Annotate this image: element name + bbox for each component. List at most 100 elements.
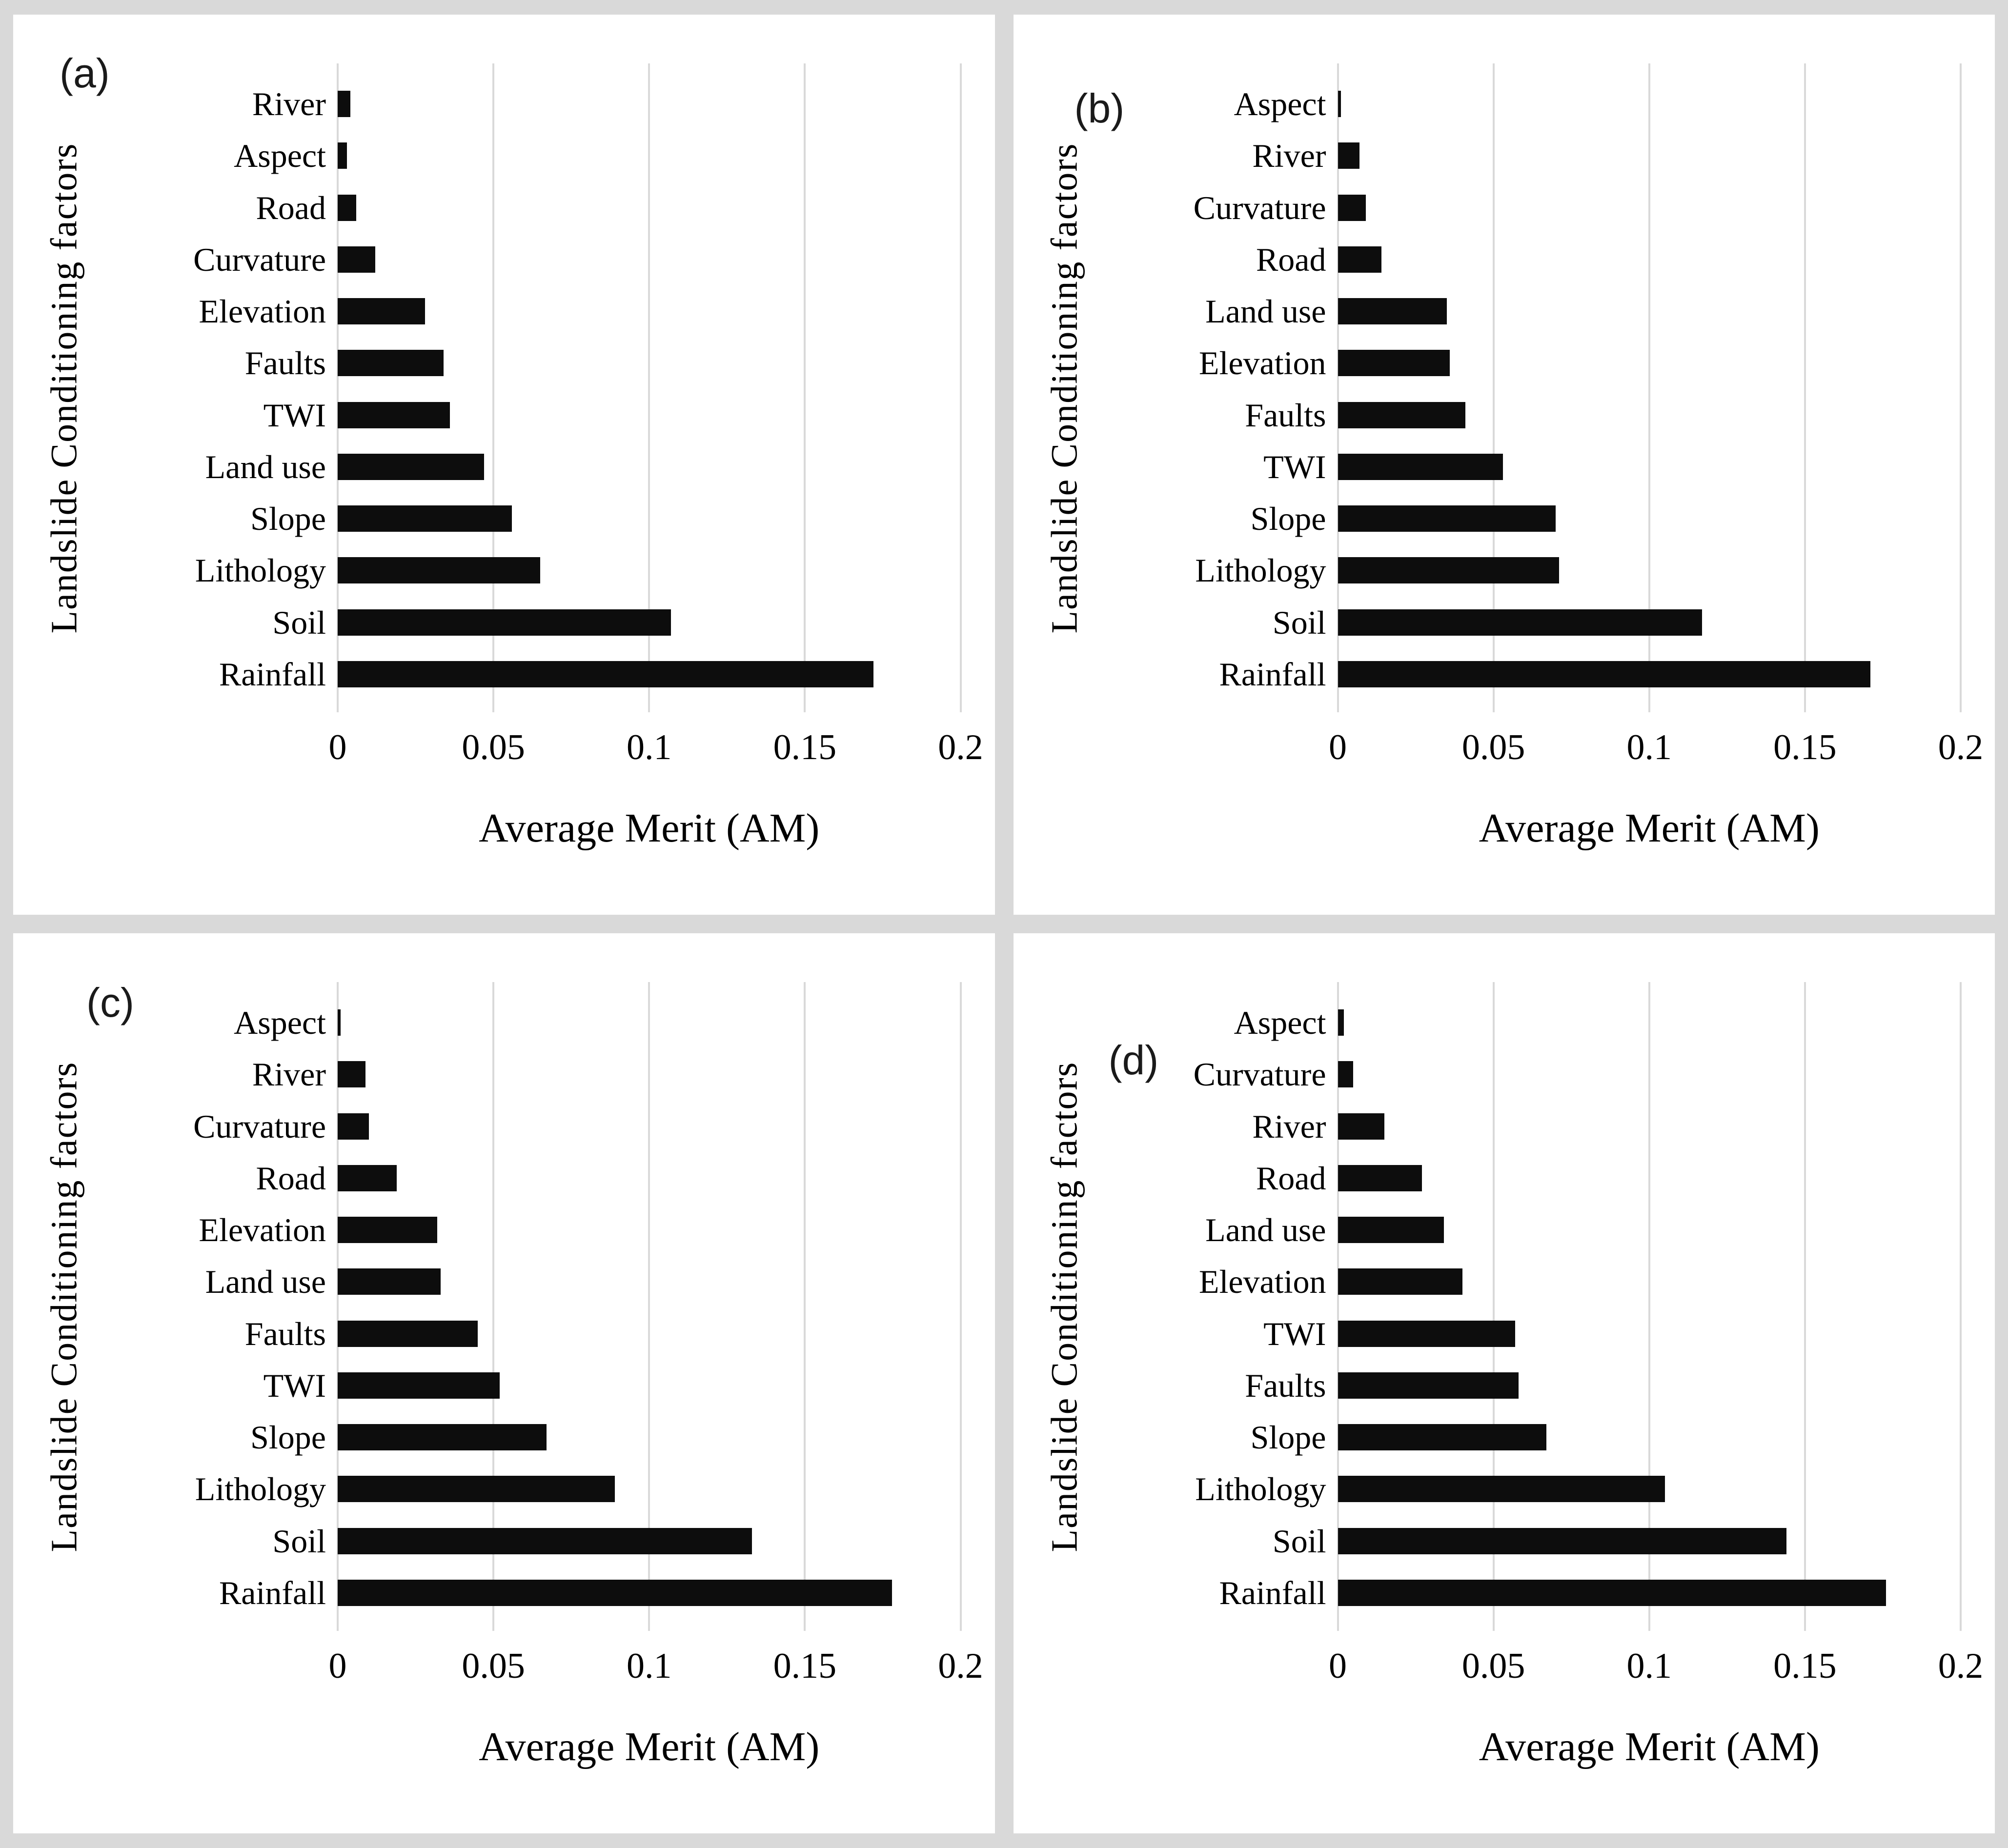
bar-row: Rainfall bbox=[13, 648, 961, 700]
bar-rows: Aspect River Curvature Road Land use Elevatio… bbox=[1014, 78, 1961, 700]
bar-track bbox=[1338, 441, 1961, 493]
category-label: River bbox=[252, 85, 326, 123]
panel-letter-c: (c) bbox=[86, 980, 134, 1025]
bar-track bbox=[1338, 1463, 1961, 1515]
bar-track bbox=[338, 130, 961, 181]
bar-lithology bbox=[1338, 1476, 1665, 1503]
bar-track bbox=[1338, 1204, 1961, 1256]
bar-track bbox=[1338, 182, 1961, 234]
x-tick-label: 0.05 bbox=[462, 727, 525, 767]
bar-curvature bbox=[1338, 194, 1366, 221]
category-label: Lithology bbox=[1195, 1470, 1326, 1508]
bar-road bbox=[1338, 246, 1381, 273]
category-label: Soil bbox=[1272, 603, 1326, 641]
bar-elevation bbox=[1338, 350, 1450, 377]
gridline bbox=[1804, 63, 1806, 712]
bar-row: Land use bbox=[13, 1256, 961, 1307]
gridline bbox=[1337, 63, 1339, 712]
category-label: Land use bbox=[1205, 1211, 1326, 1249]
plot-gridlines bbox=[1337, 63, 1962, 712]
bar-track bbox=[1338, 1101, 1961, 1152]
category-label: TWI bbox=[1263, 1315, 1326, 1352]
bar-row: Road bbox=[13, 1152, 961, 1204]
panel-letter-d: (d) bbox=[1108, 1037, 1159, 1083]
bar-track bbox=[338, 1101, 961, 1152]
category-label: Road bbox=[256, 1159, 326, 1197]
category-label: Curvature bbox=[1193, 189, 1326, 226]
plot-gridlines bbox=[337, 63, 962, 712]
category-label: Aspect bbox=[1234, 85, 1326, 123]
bar-land-use bbox=[1338, 298, 1447, 325]
bar-row: Road bbox=[13, 182, 961, 234]
bar-row: Curvature bbox=[13, 234, 961, 285]
bar-twi bbox=[338, 1372, 500, 1399]
gridline bbox=[1648, 63, 1650, 712]
gridline bbox=[1960, 63, 1962, 712]
category-label: Rainfall bbox=[219, 1574, 326, 1611]
category-label: Land use bbox=[205, 1263, 326, 1301]
bar-land-use bbox=[1338, 1217, 1444, 1244]
bar-rainfall bbox=[1338, 1579, 1886, 1606]
gridline bbox=[959, 63, 962, 712]
x-tick-label: 0.15 bbox=[1773, 727, 1837, 767]
bar-row: TWI bbox=[13, 1360, 961, 1411]
bar-track bbox=[338, 78, 961, 130]
bar-slope bbox=[1338, 1424, 1547, 1451]
bar-track bbox=[338, 997, 961, 1048]
bar-river bbox=[338, 1061, 366, 1088]
x-tick-label: 0 bbox=[1329, 1646, 1347, 1686]
x-tick-row: 0 0.05 0.1 0.15 0.2 bbox=[1329, 1646, 1983, 1697]
bar-faults bbox=[338, 1320, 478, 1347]
bar-track bbox=[1338, 1411, 1961, 1463]
panel-c: (c) Landslide Conditioning factors Aspec… bbox=[13, 933, 995, 1833]
category-label: TWI bbox=[263, 396, 326, 434]
panel-d: (d) Landslide Conditioning factors Aspec… bbox=[1013, 933, 1995, 1833]
x-tick-label: 0.1 bbox=[1626, 1646, 1672, 1686]
category-label: Lithology bbox=[195, 1470, 326, 1508]
category-label: Faults bbox=[1245, 1366, 1326, 1404]
bar-row: Rainfall bbox=[13, 1567, 961, 1619]
bar-land-use bbox=[338, 453, 484, 480]
gridline bbox=[1337, 982, 1339, 1631]
bar-row: Elevation bbox=[13, 1204, 961, 1256]
x-axis-title: Average Merit (AM) bbox=[1479, 805, 1820, 851]
category-label: Soil bbox=[272, 603, 326, 641]
category-label: River bbox=[1252, 137, 1326, 175]
bar-track bbox=[1338, 1360, 1961, 1411]
bar-slope bbox=[338, 1424, 547, 1451]
bar-row: Rainfall bbox=[1014, 648, 1961, 700]
bar-track bbox=[338, 1360, 961, 1411]
x-tick-label: 0.05 bbox=[462, 1646, 525, 1686]
bar-row: Aspect bbox=[13, 997, 961, 1048]
x-tick-label: 0.2 bbox=[938, 727, 983, 767]
category-label: Lithology bbox=[1195, 552, 1326, 589]
bar-row: Road bbox=[1014, 1152, 1961, 1204]
bar-faults bbox=[1338, 1372, 1519, 1399]
category-label: Curvature bbox=[193, 241, 326, 278]
bar-rainfall bbox=[338, 661, 873, 687]
bar-row: River bbox=[1014, 1101, 1961, 1152]
bar-track bbox=[1338, 1256, 1961, 1307]
bar-row: Elevation bbox=[1014, 337, 1961, 389]
bar-soil bbox=[338, 1527, 752, 1554]
gridline bbox=[1960, 982, 1962, 1631]
x-axis-title: Average Merit (AM) bbox=[1479, 1724, 1820, 1769]
bar-track bbox=[338, 337, 961, 389]
bar-track bbox=[338, 1204, 961, 1256]
gridline bbox=[1492, 63, 1495, 712]
gridline bbox=[492, 63, 495, 712]
bar-track bbox=[1338, 234, 1961, 285]
category-label: Lithology bbox=[195, 552, 326, 589]
bar-row: Lithology bbox=[1014, 544, 1961, 596]
x-tick-label: 0 bbox=[1329, 727, 1347, 767]
bar-row: River bbox=[13, 78, 961, 130]
category-label: Aspect bbox=[234, 137, 326, 175]
category-label: TWI bbox=[1263, 448, 1326, 485]
bar-track bbox=[338, 1463, 961, 1515]
plot-gridlines bbox=[1337, 982, 1962, 1631]
x-tick-label: 0.2 bbox=[1938, 727, 1984, 767]
x-tick-label: 0.05 bbox=[1461, 727, 1525, 767]
bar-road bbox=[338, 194, 357, 221]
category-label: TWI bbox=[263, 1366, 326, 1404]
plot-gridlines bbox=[337, 982, 962, 1631]
